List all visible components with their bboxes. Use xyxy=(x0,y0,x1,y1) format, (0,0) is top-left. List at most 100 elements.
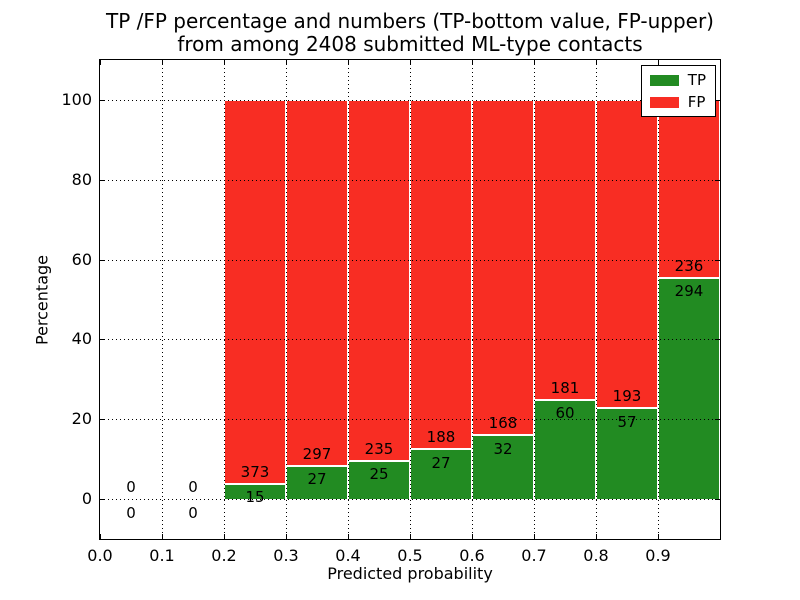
x-tick-mark-top xyxy=(410,60,411,65)
y-tick-mark-right xyxy=(715,259,720,261)
fp-count-label: 168 xyxy=(488,414,518,433)
tp-bar-segment xyxy=(472,435,534,500)
y-tick-mark-right xyxy=(715,419,720,421)
y-tick-mark-left xyxy=(100,179,105,181)
x-gridline xyxy=(410,60,411,539)
tp-count-label: 27 xyxy=(431,453,451,472)
tp-bar-segment xyxy=(596,408,658,500)
x-tick-label: 0.0 xyxy=(87,546,113,565)
x-gridline xyxy=(286,60,287,539)
tp-count-label: 60 xyxy=(555,404,575,423)
tp-count-label: 15 xyxy=(245,488,265,507)
y-tick-label: 40 xyxy=(71,329,92,349)
fp-bar-segment xyxy=(534,99,596,400)
x-tick-mark-bottom xyxy=(348,534,349,539)
x-tick-mark-bottom xyxy=(100,534,101,539)
x-tick-mark-top xyxy=(596,60,597,65)
x-gridline xyxy=(534,60,535,539)
x-tick-mark-bottom xyxy=(162,534,163,539)
legend: TP FP xyxy=(640,65,716,117)
x-gridline xyxy=(162,60,163,539)
y-tick-mark-left xyxy=(100,339,105,341)
x-tick-mark-bottom xyxy=(286,534,287,539)
fp-count-label: 373 xyxy=(240,462,270,481)
fp-bar-segment xyxy=(410,99,472,449)
fp-count-label: 0 xyxy=(126,478,136,497)
y-tick-label: 100 xyxy=(61,89,92,109)
x-tick-mark-bottom xyxy=(224,534,225,539)
x-tick-label: 0.1 xyxy=(149,546,175,565)
tp-count-label: 0 xyxy=(188,503,198,522)
y-tick-mark-left xyxy=(100,499,105,501)
x-tick-mark-top xyxy=(348,60,349,65)
legend-item-fp: FP xyxy=(649,93,706,111)
tp-bar-segment xyxy=(410,448,472,500)
fp-bar-segment xyxy=(658,99,720,278)
fp-count-label: 0 xyxy=(188,478,198,497)
y-tick-label: 80 xyxy=(71,169,92,189)
x-tick-mark-top xyxy=(472,60,473,65)
x-gridline xyxy=(472,60,473,539)
x-gridline xyxy=(348,60,349,539)
x-tick-label: 0.6 xyxy=(459,546,485,565)
y-tick-mark-right xyxy=(715,339,720,341)
chart-title-line2: from among 2408 submitted ML-type contac… xyxy=(177,32,643,56)
plot-area: TP FP 0 0 0 0 373 15 297 27 235 25 188 27 168 32 181 60… xyxy=(61,59,721,565)
y-tick-mark-right xyxy=(715,499,720,501)
x-tick-mark-top xyxy=(534,60,535,65)
y-tick-mark-right xyxy=(715,179,720,181)
x-tick-label: 0.2 xyxy=(211,546,237,565)
x-tick-mark-bottom xyxy=(596,534,597,539)
tp-bar-segment xyxy=(534,399,596,500)
fp-swatch-icon xyxy=(649,96,679,108)
fp-bar-segment xyxy=(224,99,286,484)
legend-label-tp: TP xyxy=(687,71,706,89)
fp-count-label: 181 xyxy=(550,378,580,397)
x-tick-mark-top xyxy=(658,60,659,65)
x-axis-label: Predicted probability xyxy=(327,564,493,583)
x-gridline xyxy=(224,60,225,539)
tp-count-label: 32 xyxy=(493,439,513,458)
tp-count-label: 294 xyxy=(674,282,704,301)
tp-count-label: 25 xyxy=(369,465,389,484)
y-tick-label: 60 xyxy=(71,249,92,269)
tp-count-label: 57 xyxy=(617,412,637,431)
x-tick-mark-bottom xyxy=(410,534,411,539)
fp-bar-segment xyxy=(596,99,658,409)
fp-count-label: 235 xyxy=(364,439,394,458)
fp-bar-segment xyxy=(472,99,534,436)
x-tick-mark-top xyxy=(162,60,163,65)
tp-bar-segment xyxy=(286,465,348,500)
y-tick-mark-left xyxy=(100,99,105,101)
tp-bar-segment xyxy=(348,460,410,500)
tp-count-label: 27 xyxy=(307,470,327,489)
legend-item-tp: TP xyxy=(649,71,706,89)
x-tick-label: 0.8 xyxy=(583,546,609,565)
x-tick-mark-top xyxy=(224,60,225,65)
x-tick-mark-bottom xyxy=(534,534,535,539)
y-tick-label: 20 xyxy=(71,409,92,429)
x-tick-label: 0.7 xyxy=(521,546,547,565)
fp-count-label: 297 xyxy=(302,444,332,463)
x-tick-label: 0.5 xyxy=(397,546,423,565)
x-gridline xyxy=(596,60,597,539)
fp-count-label: 236 xyxy=(674,256,704,275)
legend-label-fp: FP xyxy=(687,93,706,111)
tp-bar-segment xyxy=(658,277,720,500)
fp-count-label: 188 xyxy=(426,427,456,446)
tp-count-label: 0 xyxy=(126,503,136,522)
y-tick-mark-left xyxy=(100,419,105,421)
tp-swatch-icon xyxy=(649,74,679,86)
x-tick-mark-bottom xyxy=(658,534,659,539)
x-tick-mark-top xyxy=(100,60,101,65)
x-tick-mark-top xyxy=(286,60,287,65)
y-tick-mark-right xyxy=(715,99,720,101)
x-tick-label: 0.3 xyxy=(273,546,299,565)
fp-bar-segment xyxy=(286,99,348,466)
fp-bar-segment xyxy=(348,99,410,461)
y-axis-label: Percentage xyxy=(32,254,52,346)
x-tick-label: 0.9 xyxy=(645,546,671,565)
x-tick-label: 0.4 xyxy=(335,546,361,565)
x-tick-mark-bottom xyxy=(472,534,473,539)
